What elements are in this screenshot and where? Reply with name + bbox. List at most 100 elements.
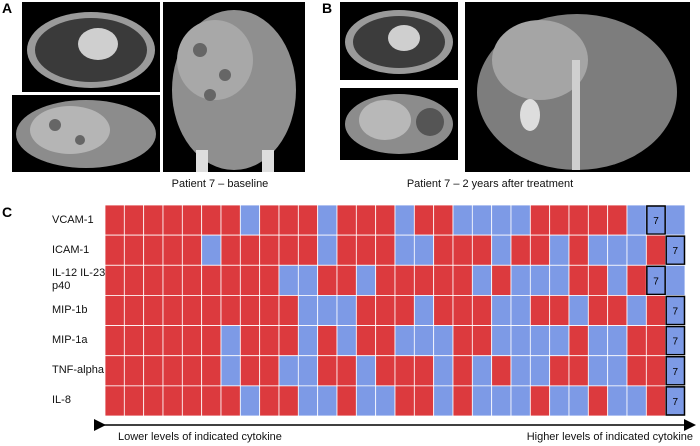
heatmap-cell [336,234,357,266]
heatmap-cell [510,385,531,417]
marker-label: 7 [673,397,679,408]
heatmap-cell [297,295,319,326]
heatmap-cell [220,295,241,326]
heatmap-cell [278,385,299,417]
heatmap-cell [394,234,415,266]
heatmap-cell [259,385,280,417]
heatmap-cell [452,295,473,326]
heatmap-cell [607,355,628,387]
heatmap-cell [259,234,280,266]
row-label: TNF-alpha [52,364,104,377]
heatmap-cell [529,204,551,236]
heatmap-cell [297,264,319,296]
heatmap-cell [162,295,183,326]
heatmap-cell [471,264,493,296]
heatmap-cell [568,385,589,417]
marker-label: 7 [673,367,679,378]
heatmap-cell [181,264,203,296]
heatmap-cell [587,204,609,236]
heatmap-cell [491,295,512,326]
ct-scan [12,95,160,172]
marker-label: 7 [673,307,679,318]
heatmap-cell [220,234,241,266]
heatmap-cell [104,385,125,417]
heatmap-cell [433,264,454,296]
heatmap-cell [626,204,647,236]
heatmap-cell [123,264,145,296]
heatmap-cell [607,204,628,236]
heatmap-cell [471,355,493,387]
heatmap-cell [336,355,357,387]
marker-box [646,205,666,235]
heatmap-cell [143,355,164,387]
ct-scan [22,2,160,92]
heatmap-cell [471,325,493,357]
heatmap-cell [104,204,125,236]
heatmap-cell [259,295,280,326]
row-label: IL-12 IL-23 p40 [52,267,106,293]
heatmap-cell [201,264,222,296]
heatmap-cell [317,295,338,326]
heatmap-cell [549,355,570,387]
heatmap-cell [297,204,319,236]
heatmap-cell [355,325,377,357]
heatmap-cell [645,234,667,266]
heatmap-cell [607,325,628,357]
heatmap-cell [181,355,203,387]
heatmap-cell [452,355,473,387]
heatmap-cell [239,264,261,296]
heatmap-cell [336,385,357,417]
marker-label: 7 [673,337,679,348]
heatmap-cell [336,204,357,236]
heatmap-cell [452,204,473,236]
heatmap-cell [181,234,203,266]
heatmap-cell [336,264,357,296]
heatmap-cell [123,355,145,387]
heatmap-cell [433,325,454,357]
heatmap-cell [568,295,589,326]
heatmap-cell [355,295,377,326]
heatmap-cell [317,385,338,417]
heatmap-cell [143,234,164,266]
heatmap-cell [278,234,299,266]
heatmap-cell [549,204,570,236]
heatmap-cell [607,234,628,266]
heatmap-cell [239,325,261,357]
heatmap-cell [529,295,551,326]
heatmap-cell [123,325,145,357]
heatmap-cell [297,234,319,266]
heatmap-cell [162,355,183,387]
heatmap-cell [317,355,338,387]
heatmap-cell [471,204,493,236]
heatmap-cell [510,325,531,357]
heatmap-cell [549,325,570,357]
heatmap-cell [510,355,531,387]
heatmap-cell [239,385,261,417]
heatmap-cell [413,385,435,417]
heatmap-cell [452,264,473,296]
heatmap-cell [375,355,396,387]
heatmap-cell [297,325,319,357]
heatmap-cell [626,264,647,296]
row-label: MIP-1a [52,334,88,347]
marker-box [665,355,686,386]
heatmap-cell [143,295,164,326]
heatmap-cell [433,204,454,236]
heatmap-cell [104,234,125,266]
heatmap-cell [413,355,435,387]
heatmap-cell [433,295,454,326]
heatmap-cell [104,295,125,326]
caption: Patient 7 – baseline [171,178,269,190]
heatmap-cell [510,204,531,236]
heatmap-cell [549,234,570,266]
heatmap-cell [510,234,531,266]
heatmap-cell [355,234,377,266]
heatmap-cell [239,295,261,326]
heatmap-cell [394,264,415,296]
heatmap-cell [452,325,473,357]
marker-box [665,235,686,266]
heatmap-cell [104,355,125,387]
heatmap-cell [104,264,125,296]
heatmap-cell [626,355,647,387]
caption: Patient 7 – 2 years after treatment [406,178,574,190]
